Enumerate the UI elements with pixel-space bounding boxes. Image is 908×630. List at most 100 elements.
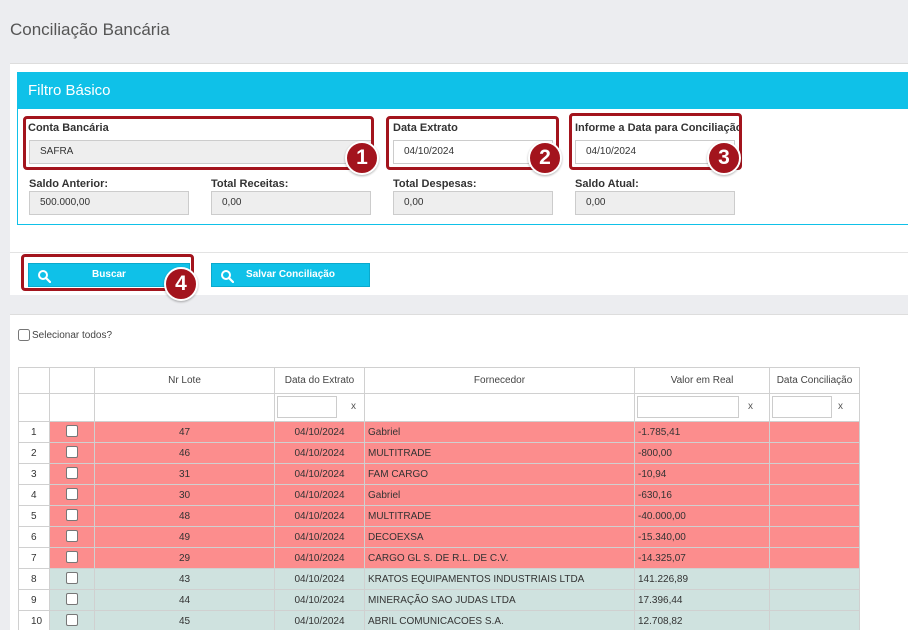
row-checkbox[interactable] xyxy=(49,610,95,630)
table-row[interactable]: 1 47 04/10/2024 Gabriel -1.785,41 xyxy=(18,421,908,443)
row-checkbox[interactable] xyxy=(49,568,95,590)
cell-data-extrato: 04/10/2024 xyxy=(274,526,365,548)
column-header-data-extrato[interactable]: Data do Extrato xyxy=(274,367,365,394)
step-badge-4: 4 xyxy=(164,267,198,301)
cell-nr-lote: 46 xyxy=(94,442,275,464)
checkbox[interactable] xyxy=(66,446,78,458)
column-header-valor[interactable]: Valor em Real xyxy=(634,367,770,394)
row-number: 6 xyxy=(18,526,50,548)
cell-data-extrato: 04/10/2024 xyxy=(274,463,365,485)
table-row[interactable]: 6 49 04/10/2024 DECOEXSA -15.340,00 xyxy=(18,526,908,548)
clear-filter-button[interactable]: x xyxy=(351,401,356,412)
highlight-box-1 xyxy=(23,116,374,170)
saldo-anterior-field: 500.000,00 xyxy=(29,191,189,215)
cell-valor: -40.000,00 xyxy=(634,505,770,527)
table-row[interactable]: 5 48 04/10/2024 MULTITRADE -40.000,00 xyxy=(18,505,908,527)
clear-filter-button[interactable]: x xyxy=(748,401,753,412)
row-spacer xyxy=(859,610,908,630)
row-checkbox[interactable] xyxy=(49,589,95,611)
row-checkbox[interactable] xyxy=(49,421,95,443)
table-row[interactable]: 4 30 04/10/2024 Gabriel -630,16 xyxy=(18,484,908,506)
step-badge-3: 3 xyxy=(707,141,741,175)
cell-data-conciliacao xyxy=(769,505,860,527)
data-extrato-field[interactable]: 04/10/2024 xyxy=(393,140,553,164)
cell-valor: 17.396,44 xyxy=(634,589,770,611)
buscar-label: Buscar xyxy=(92,269,126,280)
header-spacer xyxy=(859,367,908,394)
row-spacer xyxy=(859,526,908,548)
filter-cell xyxy=(49,393,95,422)
column-header-data-conciliacao[interactable]: Data Conciliação xyxy=(769,367,860,394)
page-title: Conciliação Bancária xyxy=(10,20,170,39)
table-row[interactable]: 10 45 04/10/2024 ABRIL COMUNICACOES S.A. 12.… xyxy=(18,610,908,630)
table-row[interactable]: 3 31 04/10/2024 FAM CARGO -10,94 xyxy=(18,463,908,485)
table-row[interactable]: 8 43 04/10/2024 KRATOS EQUIPAMENTOS INDUSTR… xyxy=(18,568,908,590)
clear-filter-button[interactable]: x xyxy=(838,401,843,412)
table-row[interactable]: 7 29 04/10/2024 CARGO GL S. DE R.L. DE C.V.… xyxy=(18,547,908,569)
cell-data-extrato: 04/10/2024 xyxy=(274,547,365,569)
select-all[interactable]: Selecionar todos? xyxy=(18,329,112,341)
column-header-fornecedor[interactable]: Fornecedor xyxy=(364,367,635,394)
cell-fornecedor: Gabriel xyxy=(364,484,635,506)
cell-fornecedor: ABRIL COMUNICACOES S.A. xyxy=(364,610,635,630)
row-number: 4 xyxy=(18,484,50,506)
cell-fornecedor: KRATOS EQUIPAMENTOS INDUSTRIAIS LTDA xyxy=(364,568,635,590)
filter-cell-data-conciliacao: x xyxy=(769,393,860,422)
checkbox[interactable] xyxy=(66,425,78,437)
conta-bancaria-field[interactable]: SAFRA xyxy=(29,140,372,164)
row-checkbox[interactable] xyxy=(49,547,95,569)
data-extrato-label: Data Extrato xyxy=(393,122,458,134)
cell-nr-lote: 29 xyxy=(94,547,275,569)
row-number: 3 xyxy=(18,463,50,485)
row-number: 8 xyxy=(18,568,50,590)
highlight-box-2 xyxy=(386,116,559,170)
checkbox[interactable] xyxy=(66,467,78,479)
data-conciliacao-label: Informe a Data para Conciliação xyxy=(575,122,743,134)
cell-data-conciliacao xyxy=(769,568,860,590)
cell-data-conciliacao xyxy=(769,589,860,611)
row-number: 1 xyxy=(18,421,50,443)
checkbox[interactable] xyxy=(66,530,78,542)
row-spacer xyxy=(859,568,908,590)
step-badge-2: 2 xyxy=(528,141,562,175)
row-spacer xyxy=(859,442,908,464)
filter-input-data-conciliacao[interactable] xyxy=(772,396,832,418)
cell-valor: -15.340,00 xyxy=(634,526,770,548)
salvar-conciliacao-button[interactable]: Salvar Conciliação xyxy=(211,263,370,287)
cell-fornecedor: FAM CARGO xyxy=(364,463,635,485)
filter-cell xyxy=(364,393,635,422)
row-checkbox[interactable] xyxy=(49,463,95,485)
row-checkbox[interactable] xyxy=(49,526,95,548)
row-number: 7 xyxy=(18,547,50,569)
checkbox[interactable] xyxy=(66,572,78,584)
row-checkbox[interactable] xyxy=(49,505,95,527)
select-all-label: Selecionar todos? xyxy=(32,329,113,341)
table-row[interactable]: 9 44 04/10/2024 MINERAÇÃO SAO JUDAS LTDA 17.… xyxy=(18,589,908,611)
checkbox[interactable] xyxy=(66,509,78,521)
filter-input-valor[interactable] xyxy=(637,396,739,418)
filter-header: Filtro Básico xyxy=(18,73,908,109)
buscar-button[interactable]: Buscar xyxy=(28,263,190,287)
checkbox[interactable] xyxy=(66,593,78,605)
checkbox[interactable] xyxy=(66,614,78,626)
checkbox[interactable] xyxy=(66,488,78,500)
row-number-header xyxy=(18,367,50,394)
table-row[interactable]: 2 46 04/10/2024 MULTITRADE -800,00 xyxy=(18,442,908,464)
search-icon xyxy=(221,270,234,283)
filter-cell xyxy=(18,393,50,422)
saldo-atual-field: 0,00 xyxy=(575,191,735,215)
row-checkbox[interactable] xyxy=(49,484,95,506)
salvar-conciliacao-label: Salvar Conciliação xyxy=(246,269,335,280)
cell-data-conciliacao xyxy=(769,526,860,548)
row-spacer xyxy=(859,589,908,611)
column-header-nr-lote[interactable]: Nr Lote xyxy=(94,367,275,394)
select-all-checkbox[interactable] xyxy=(18,329,30,341)
saldo-anterior-label: Saldo Anterior: xyxy=(29,178,109,190)
highlight-box-3 xyxy=(569,113,742,170)
filter-input-data-extrato[interactable] xyxy=(277,396,337,418)
checkbox[interactable] xyxy=(66,551,78,563)
conciliation-table: Nr Lote Data do Extrato Fornecedor Valor… xyxy=(18,367,908,630)
cell-nr-lote: 44 xyxy=(94,589,275,611)
row-checkbox[interactable] xyxy=(49,442,95,464)
filter-panel: Filtro Básico Conta Bancária SAFRA Data … xyxy=(10,63,908,252)
